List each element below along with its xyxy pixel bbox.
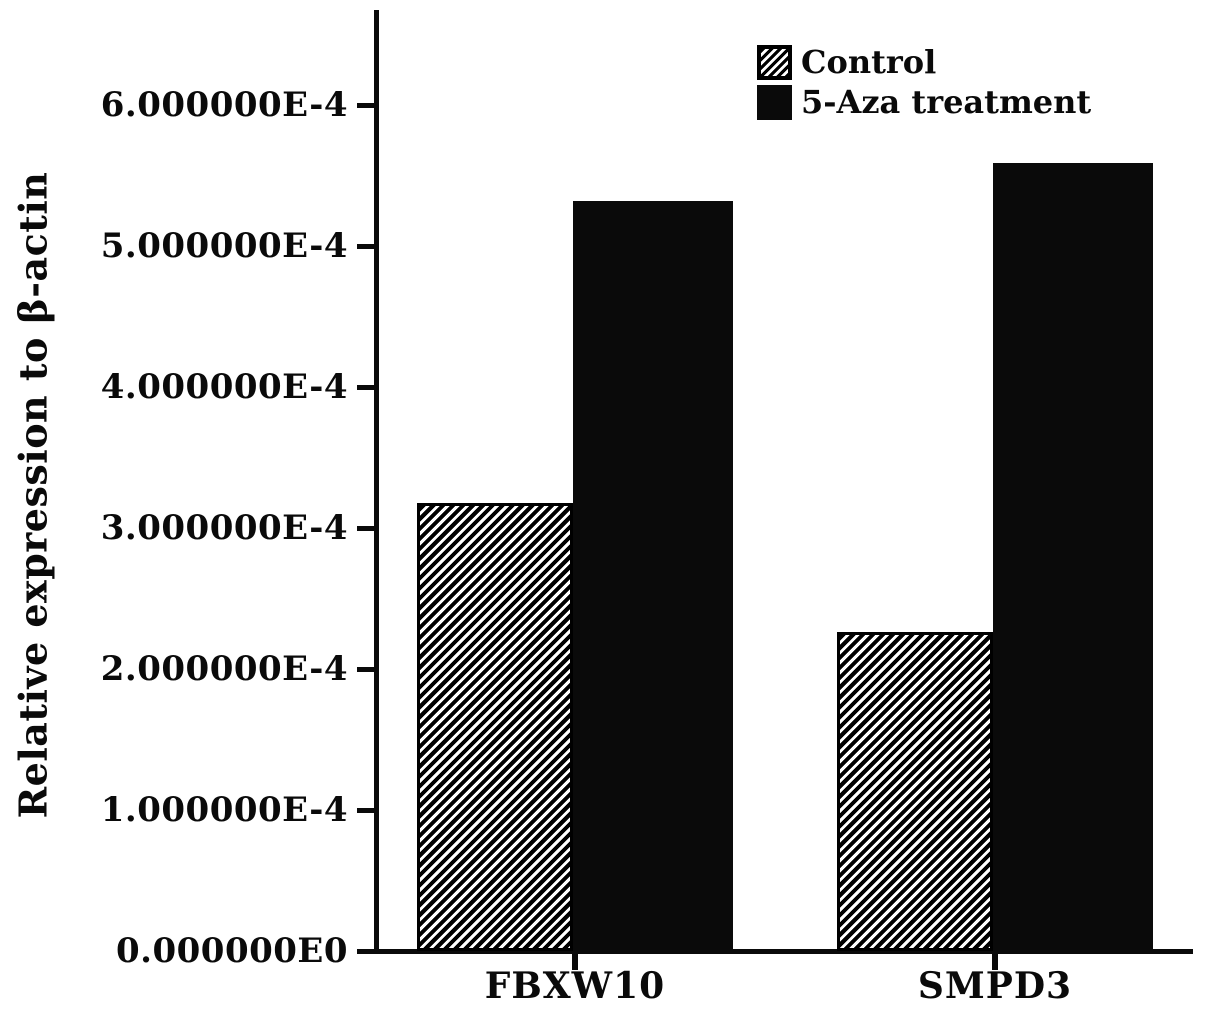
y-axis-line [374,10,379,954]
x-tick [992,951,998,970]
y-axis-title: Relative expression to β-actin [10,171,56,819]
x-tick [572,951,578,970]
y-tick-label: 5.000000E-4 [100,226,348,266]
bar-control-fbxw10 [417,502,573,951]
y-tick-label: 1.000000E-4 [100,790,348,830]
legend-swatch-solid-black [757,85,792,120]
bar-control-smpd3 [837,632,993,951]
legend: Control 5-Aza treatment [757,45,1091,125]
x-axis-line [357,949,1193,954]
bar-5-aza-treatment-smpd3 [993,162,1153,951]
y-tick [357,948,377,954]
legend-item: Control [757,45,1091,80]
x-category-label-fbxw10: FBXW10 [484,965,666,1007]
bar-5-aza-treatment-fbxw10 [573,200,733,951]
legend-item: 5-Aza treatment [757,85,1091,120]
y-tick-label: 4.000000E-4 [100,367,348,407]
y-tick-label: 6.000000E-4 [100,85,348,125]
x-category-label-smpd3: SMPD3 [917,965,1073,1007]
y-tick [357,102,377,108]
y-tick [357,243,377,249]
y-tick-label: 3.000000E-4 [100,508,348,548]
legend-label: 5-Aza treatment [801,83,1092,121]
y-tick-label: 2.000000E-4 [100,649,348,689]
y-tick [357,807,377,813]
legend-label: Control [801,43,937,81]
legend-swatch-hatched [757,45,792,80]
y-tick [357,666,377,672]
y-tick-label: 0.000000E0 [115,931,348,971]
y-tick [357,384,377,390]
y-tick [357,525,377,531]
